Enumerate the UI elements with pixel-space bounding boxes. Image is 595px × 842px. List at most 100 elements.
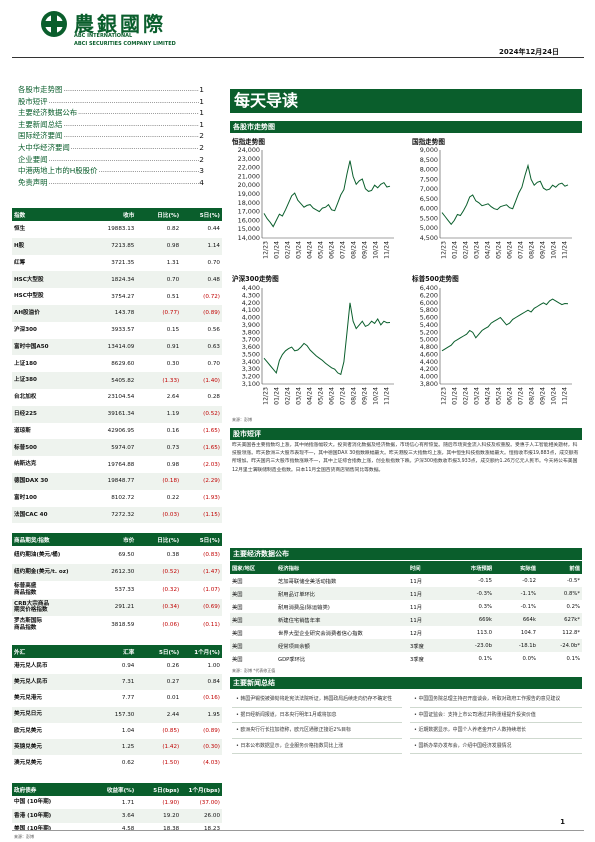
cell-value: 0.56	[207, 327, 220, 334]
cell-value: (2.29)	[203, 478, 220, 485]
table-row: 上证180 8629.60 0.30 0.70	[12, 355, 222, 372]
news-item[interactable]: • 欧洲央行行长拉加德称，欧元区通胀正接近2%目标	[232, 723, 402, 739]
toc-item[interactable]: 各股市走势图..................................…	[18, 84, 204, 96]
cell-value: 3季度	[410, 643, 424, 650]
cell-value: 19848.77	[107, 478, 135, 485]
column-header: 市价	[91, 533, 137, 546]
cell-value: 113.0	[476, 629, 492, 636]
news-item[interactable]: • 韩国尹锡悦被弹劾将赴宪法法院听证，韩国政局后续走向仍存不确定性	[232, 692, 402, 708]
toc-item[interactable]: 企业要闻....................................…	[18, 154, 204, 166]
cell-value: (0.18)	[162, 478, 180, 485]
cell-value: 69.50	[118, 551, 135, 558]
toc-item[interactable]: 大中华经济要闻.................................…	[18, 142, 204, 154]
x-tick-label: 04/24	[484, 387, 491, 405]
row-label: 纳斯达克	[14, 461, 37, 468]
row-label: 英镑兑美元	[14, 743, 42, 750]
toc-item[interactable]: 免责声明....................................…	[18, 177, 204, 189]
x-tick-label: 12/23	[262, 387, 269, 405]
cell-value: 0.22	[166, 495, 180, 502]
toc-item[interactable]: 主要经济数据公布................................…	[18, 107, 204, 119]
toc-item[interactable]: 国际经济要闻..................................…	[18, 130, 204, 142]
toc-item-title: 企业要闻	[18, 154, 48, 164]
market-comment-body: 昨天美国各主要指数均上涨，其中纳指涨幅较大。投资者消化数据及经济数据，市场信心有…	[232, 443, 579, 473]
cell-value: (1.40)	[203, 377, 220, 384]
news-item[interactable]: • 中国国务院总理主持召开座谈会，听取对政府工作报告的意见建议	[410, 692, 582, 708]
cell-value: -0.3%	[476, 590, 492, 597]
news-item[interactable]: • 日本公布数据显示，企业服务价格指数同比上涨	[232, 739, 402, 755]
y-tick-label: 18,000	[238, 199, 260, 207]
column-header: 1个月(bps)	[181, 783, 222, 796]
cell-value: (0.52)	[203, 411, 220, 418]
cell-value: -24.0b*	[560, 642, 580, 649]
cell-value: 3季度	[410, 656, 424, 663]
x-tick-label: 09/24	[539, 241, 546, 259]
y-tick-label: 3,500	[242, 350, 260, 358]
cell-value: 0.70	[207, 259, 220, 266]
news-item[interactable]: • 近期数据显示，中国个人养老金开户人数持续增长	[410, 723, 582, 739]
table-of-contents: 各股市走势图..................................…	[18, 84, 204, 188]
toc-item[interactable]: 股市短评....................................…	[18, 96, 204, 108]
toc-item[interactable]: 中港两地上市的H股股价.............................…	[18, 165, 204, 177]
cell-value: 0.38	[166, 551, 180, 558]
table-row: 美元兑日元 157.30 2.44 1.95	[12, 706, 222, 723]
cell-value: 5974.07	[111, 444, 135, 451]
chart-title-hsi: 恒指走势图	[232, 138, 265, 146]
cell-value: 0.63	[207, 343, 220, 350]
toc-item-title: 股市短评	[18, 96, 48, 106]
y-tick-label: 7,500	[420, 175, 438, 183]
table-header-row: 商品期货/指数 市价 日比(%) 5日(%)	[12, 533, 222, 546]
cell-value: 1.19	[166, 411, 180, 418]
cell-value: (1.33)	[162, 377, 180, 384]
cell-value: 1.00	[207, 663, 220, 670]
row-label: 美元兑港元	[14, 695, 42, 702]
cell-value: -0.1%	[520, 603, 536, 610]
series-line	[441, 298, 569, 352]
indicator-name: 耐用品订单环比	[278, 591, 316, 598]
table-row: HSC中型股 3754.27 0.51 (0.72)	[12, 288, 222, 305]
x-tick-label: 04/24	[484, 241, 491, 259]
cell-value: 0.2%	[566, 603, 580, 610]
cell-value: (2.03)	[203, 461, 220, 468]
row-label: HSC中型股	[14, 293, 44, 300]
cell-value: 美国	[232, 591, 243, 598]
x-tick-label: 03/24	[295, 387, 302, 405]
row-label: 台北加权	[14, 394, 37, 401]
y-tick-label: 6,000	[420, 205, 438, 213]
x-tick-label: 11/24	[561, 241, 568, 259]
x-tick-label: 02/24	[284, 241, 291, 259]
report-date: 2024年12月24日	[499, 48, 559, 56]
news-item[interactable]: • 中国证监会：支持上市公司通过并购重组提升投资价值	[410, 708, 582, 724]
toc-item-page: 1	[199, 108, 204, 118]
cell-value: 美国	[232, 578, 243, 585]
bank-logo-icon	[41, 11, 67, 37]
cell-value: -0.5*	[567, 577, 580, 584]
table-row: 德国DAX 30 19848.77 (0.18) (2.29)	[12, 472, 222, 490]
y-tick-label: 5,800	[420, 306, 438, 314]
x-tick-label: 06/24	[328, 387, 335, 405]
toc-item[interactable]: 主要新闻总结..................................…	[18, 119, 204, 131]
cell-value: 112.8*	[562, 629, 580, 636]
column-header: 5日(%)	[181, 208, 222, 221]
y-tick-label: 5,400	[420, 321, 438, 329]
toc-leader: ........................................…	[78, 109, 199, 117]
table-row: 恒生 19883.13 0.82 0.44	[12, 221, 222, 238]
cell-value: 4.58	[121, 826, 135, 833]
table-row: 欧元兑美元 1.04 (0.85) (0.89)	[12, 723, 222, 739]
cell-value: -23.0b	[474, 642, 492, 649]
cell-value: 0.51	[166, 293, 180, 300]
news-item[interactable]: • 国新办举办发布会，介绍中国经济发展情况	[410, 739, 582, 755]
cell-value: 3818.59	[111, 621, 135, 628]
cell-value: 0.98	[166, 243, 180, 250]
x-tick-label: 08/24	[528, 387, 535, 405]
news-item[interactable]: • 据日经新闻报道，日本央行明年1月或将加息	[232, 708, 402, 724]
toc-item-page: 3	[199, 166, 204, 176]
cell-value: -18.1b	[518, 642, 536, 649]
x-tick-label: 09/24	[539, 387, 546, 405]
table-row: 标普高盛 商品指数 537.33 (0.32) (1.07)	[12, 581, 222, 599]
toc-item-title: 国际经济要闻	[18, 131, 63, 141]
x-tick-label: 05/24	[317, 387, 324, 405]
table-row: 上证380 5405.82 (1.33) (1.40)	[12, 372, 222, 389]
y-tick-label: 5,000	[420, 336, 438, 344]
table-row: 美国 新建住宅销售年率 11月 669k 664k 627k*	[230, 613, 582, 626]
row-label: 中国 (10年期)	[14, 799, 52, 806]
